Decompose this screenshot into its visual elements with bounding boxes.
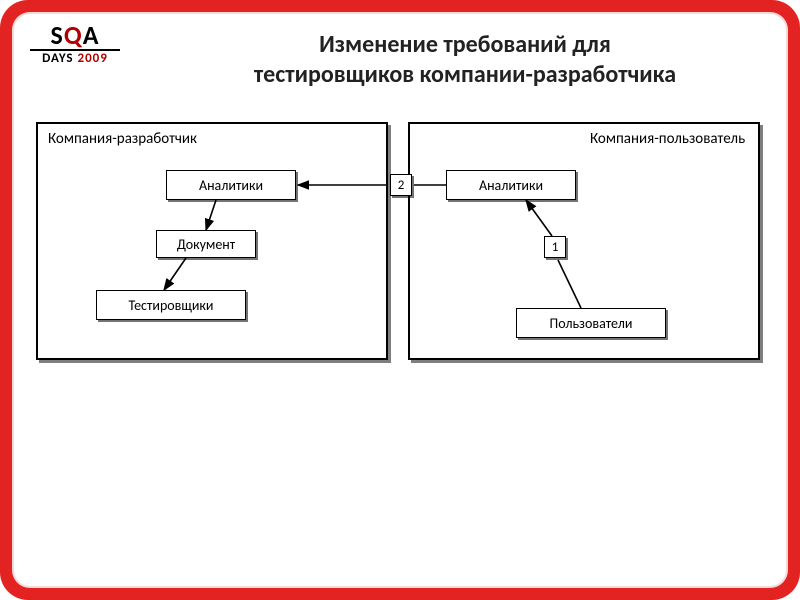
flow-diagram: Компания-разработчик Компания-пользовател… — [36, 122, 764, 372]
logo-sqa-text: SQA — [30, 22, 120, 48]
title-line-2: тестировщиков компании-разработчика — [162, 60, 768, 90]
slide-title: Изменение требований для тестировщиков к… — [162, 30, 768, 90]
slide-outer-frame: SQA DAYS 2009 Изменение требований для т… — [0, 0, 800, 600]
node-an1: Аналитики — [166, 170, 296, 200]
logo-days-text: DAYS 2009 — [30, 52, 120, 65]
logo-letter-s: S — [51, 19, 64, 51]
title-line-1: Изменение требований для — [162, 30, 768, 60]
node-test: Тестировщики — [96, 290, 246, 320]
badge-b2: 2 — [390, 174, 412, 196]
logo-letter-a: A — [83, 19, 100, 51]
badge-b1: 1 — [544, 236, 566, 258]
slide-inner-frame: SQA DAYS 2009 Изменение требований для т… — [12, 12, 788, 588]
panel-title-user: Компания-пользователь — [590, 130, 745, 148]
sqa-days-logo: SQA DAYS 2009 — [30, 22, 120, 65]
logo-year: 2009 — [78, 51, 108, 66]
logo-letter-q: Q — [64, 19, 83, 51]
node-usr: Пользователи — [516, 308, 666, 338]
panel-title-dev: Компания-разработчик — [48, 130, 197, 148]
node-doc: Документ — [156, 230, 256, 258]
node-an2: Аналитики — [446, 170, 576, 200]
